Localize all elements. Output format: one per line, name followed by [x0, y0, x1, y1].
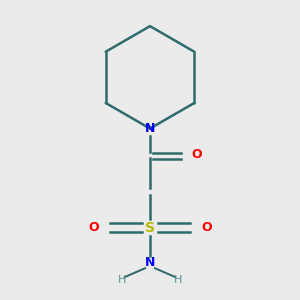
Text: N: N	[145, 256, 155, 269]
Text: S: S	[145, 220, 155, 235]
Text: H: H	[118, 275, 126, 285]
Text: O: O	[201, 221, 212, 234]
Text: H: H	[174, 275, 182, 285]
Text: N: N	[145, 122, 155, 135]
Text: O: O	[88, 221, 99, 234]
Text: O: O	[191, 148, 202, 161]
